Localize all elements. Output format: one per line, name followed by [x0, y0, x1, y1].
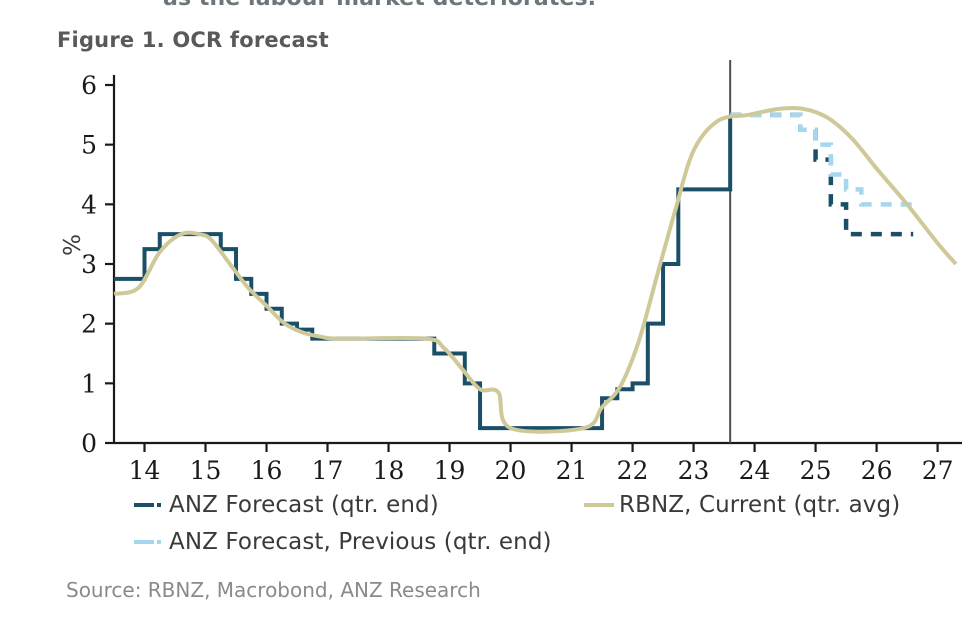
x-tick-label: 14: [129, 456, 161, 480]
x-tick-label: 24: [739, 456, 771, 480]
x-tick-label: 19: [434, 456, 466, 480]
clipped-body-text: as the labour market deteriorates.: [163, 0, 596, 11]
x-tick-label: 27: [922, 456, 954, 480]
x-tick-label: 25: [800, 456, 832, 480]
y-tick-label: 1: [81, 369, 97, 398]
x-tick-labels: 14 15 16 17 18 19 20 21 22 23 24 25 26 27: [129, 456, 954, 480]
chart-axes: [105, 75, 962, 452]
rbnz-current-swatch: [584, 503, 614, 507]
x-tick-label: 18: [373, 456, 405, 480]
x-tick-label: 17: [312, 456, 344, 480]
y-tick-label: 5: [81, 131, 97, 160]
legend-item-rbnz-current[interactable]: RBNZ, Current (qtr. avg): [583, 492, 900, 518]
x-tick-label: 15: [190, 456, 222, 480]
y-tick-label: 3: [81, 250, 97, 279]
chart-series-group: [113, 105, 958, 434]
x-tick-label: 20: [495, 456, 527, 480]
x-tick-label: 23: [678, 456, 710, 480]
x-tick-label: 26: [861, 456, 893, 480]
legend-label-rbnz-current: RBNZ, Current (qtr. avg): [619, 492, 901, 518]
legend-item-anz-previous[interactable]: ANZ Forecast, Previous (qtr. end): [133, 529, 552, 555]
chart-legend: ANZ Forecast (qtr. end) RBNZ, Current (q…: [0, 492, 975, 570]
y-tick-label: 0: [81, 429, 97, 458]
anz-previous-swatch: [134, 540, 163, 544]
series-anz-forecast-forecast: [730, 112, 914, 237]
y-tick-labels: 0 1 2 3 4 5 6: [81, 71, 97, 458]
legend-label-anz-previous: ANZ Forecast, Previous (qtr. end): [169, 529, 552, 555]
y-tick-label: 2: [81, 310, 97, 339]
y-tick-label: 6: [81, 71, 97, 100]
x-tick-label: 22: [617, 456, 649, 480]
legend-item-anz-forecast[interactable]: ANZ Forecast (qtr. end): [133, 492, 439, 518]
anz-forecast-swatch: [134, 503, 163, 507]
series-rbnz-current: [113, 105, 958, 434]
series-anz-forecast-history: [114, 114, 733, 431]
x-tick-label: 21: [556, 456, 588, 480]
y-tick-label: 4: [81, 190, 97, 219]
x-tick-label: 16: [251, 456, 283, 480]
figure-title: Figure 1. OCR forecast: [57, 28, 329, 52]
source-note: Source: RBNZ, Macrobond, ANZ Research: [66, 578, 481, 602]
legend-label-anz-forecast: ANZ Forecast (qtr. end): [169, 492, 439, 518]
series-anz-forecast-previous-forecast: [730, 112, 914, 207]
